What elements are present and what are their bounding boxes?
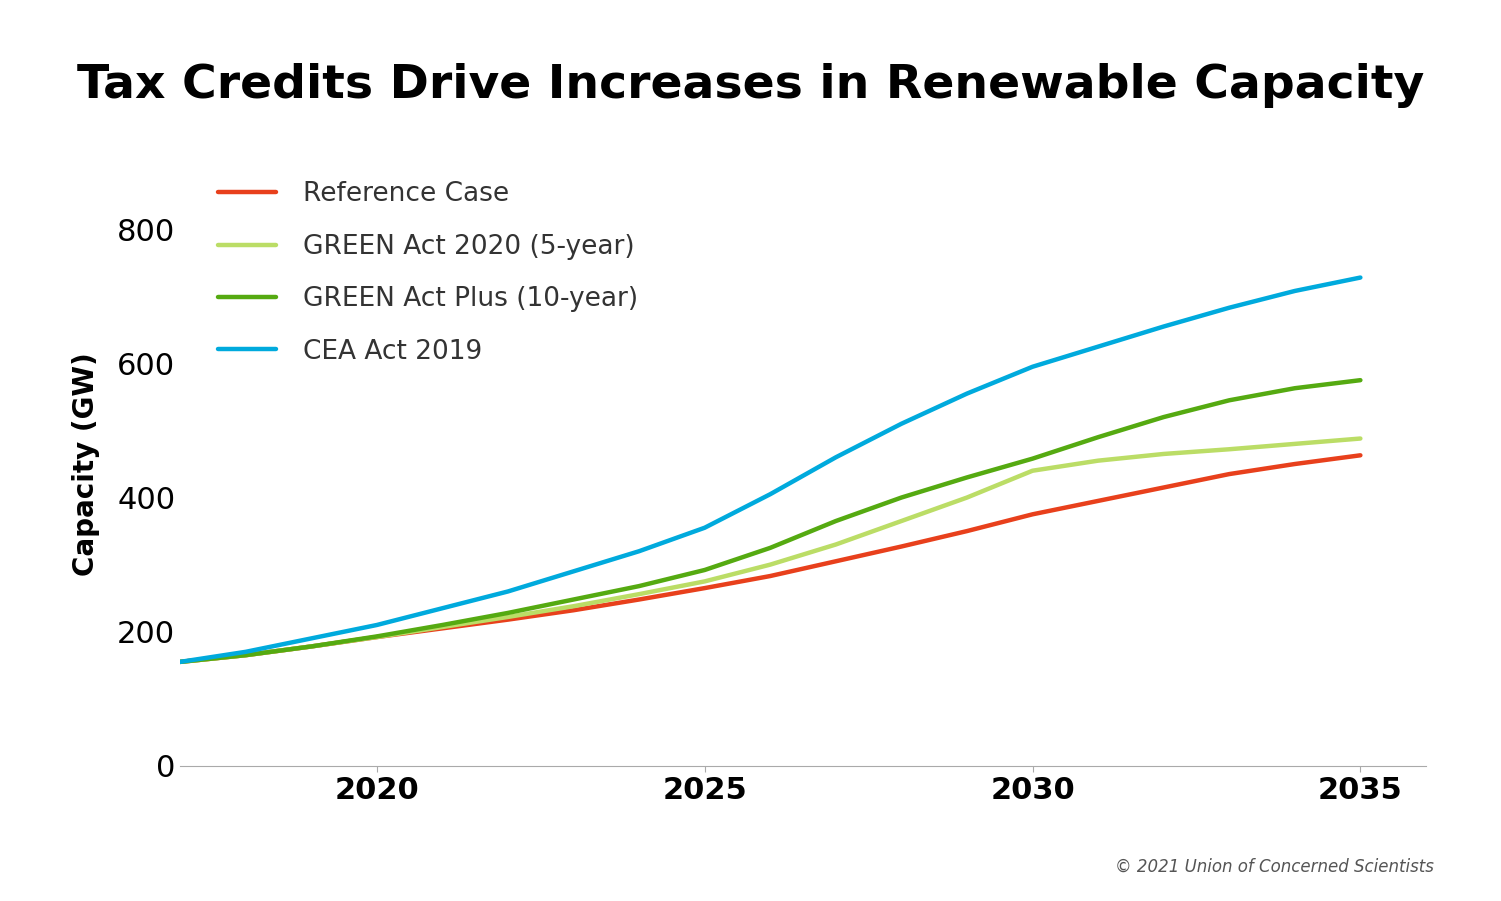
GREEN Act 2020 (5-year)	[761, 560, 779, 570]
GREEN Act Plus (10-year)	[1220, 395, 1238, 405]
Line: GREEN Act Plus (10-year): GREEN Act Plus (10-year)	[180, 380, 1360, 662]
Reference Case	[1090, 496, 1108, 506]
GREEN Act 2020 (5-year)	[434, 622, 452, 633]
Reference Case	[695, 583, 713, 594]
CEA Act 2019	[302, 633, 320, 644]
GREEN Act 2020 (5-year)	[1220, 444, 1238, 455]
GREEN Act 2020 (5-year)	[958, 492, 976, 503]
Reference Case	[1220, 469, 1238, 479]
CEA Act 2019	[761, 488, 779, 499]
GREEN Act Plus (10-year)	[564, 594, 582, 605]
Reference Case	[171, 657, 189, 668]
CEA Act 2019	[434, 603, 452, 614]
GREEN Act Plus (10-year)	[761, 542, 779, 553]
CEA Act 2019	[1286, 286, 1304, 296]
Reference Case	[1154, 482, 1172, 493]
GREEN Act 2020 (5-year)	[237, 650, 255, 660]
GREEN Act 2020 (5-year)	[1024, 465, 1042, 476]
GREEN Act Plus (10-year)	[630, 580, 648, 591]
CEA Act 2019	[368, 620, 386, 631]
GREEN Act Plus (10-year)	[171, 657, 189, 668]
CEA Act 2019	[1154, 321, 1172, 332]
Reference Case	[434, 623, 452, 633]
Reference Case	[1286, 459, 1304, 469]
Text: © 2021 Union of Concerned Scientists: © 2021 Union of Concerned Scientists	[1115, 858, 1433, 876]
Text: Tax Credits Drive Increases in Renewable Capacity: Tax Credits Drive Increases in Renewable…	[77, 63, 1424, 108]
CEA Act 2019	[171, 657, 189, 668]
GREEN Act Plus (10-year)	[1090, 432, 1108, 442]
CEA Act 2019	[1220, 303, 1238, 314]
GREEN Act 2020 (5-year)	[1154, 449, 1172, 460]
Reference Case	[1351, 450, 1369, 460]
CEA Act 2019	[564, 566, 582, 577]
Reference Case	[630, 594, 648, 605]
Reference Case	[237, 650, 255, 660]
GREEN Act 2020 (5-year)	[1090, 455, 1108, 466]
CEA Act 2019	[1351, 272, 1369, 283]
GREEN Act 2020 (5-year)	[171, 657, 189, 668]
CEA Act 2019	[1024, 361, 1042, 372]
GREEN Act Plus (10-year)	[893, 492, 911, 503]
GREEN Act Plus (10-year)	[1154, 412, 1172, 423]
GREEN Act 2020 (5-year)	[368, 632, 386, 642]
Reference Case	[958, 525, 976, 536]
Reference Case	[893, 542, 911, 552]
GREEN Act 2020 (5-year)	[1351, 433, 1369, 444]
CEA Act 2019	[893, 418, 911, 429]
GREEN Act Plus (10-year)	[827, 515, 845, 526]
GREEN Act Plus (10-year)	[498, 607, 516, 618]
GREEN Act Plus (10-year)	[1024, 453, 1042, 464]
CEA Act 2019	[827, 452, 845, 463]
CEA Act 2019	[958, 388, 976, 399]
Line: Reference Case: Reference Case	[180, 455, 1360, 662]
Reference Case	[498, 614, 516, 625]
Reference Case	[761, 570, 779, 581]
GREEN Act Plus (10-year)	[1286, 383, 1304, 394]
GREEN Act Plus (10-year)	[368, 631, 386, 642]
GREEN Act 2020 (5-year)	[498, 612, 516, 623]
Line: CEA Act 2019: CEA Act 2019	[180, 278, 1360, 662]
GREEN Act 2020 (5-year)	[893, 515, 911, 526]
CEA Act 2019	[237, 646, 255, 657]
CEA Act 2019	[498, 586, 516, 596]
GREEN Act Plus (10-year)	[302, 641, 320, 651]
Reference Case	[1024, 509, 1042, 520]
CEA Act 2019	[630, 546, 648, 557]
CEA Act 2019	[695, 523, 713, 533]
GREEN Act Plus (10-year)	[958, 472, 976, 483]
Y-axis label: Capacity (GW): Capacity (GW)	[72, 352, 101, 576]
Legend: Reference Case, GREEN Act 2020 (5-year), GREEN Act Plus (10-year), CEA Act 2019: Reference Case, GREEN Act 2020 (5-year),…	[218, 181, 638, 365]
Reference Case	[368, 632, 386, 642]
Reference Case	[827, 556, 845, 567]
GREEN Act Plus (10-year)	[434, 620, 452, 631]
GREEN Act Plus (10-year)	[1351, 375, 1369, 386]
GREEN Act 2020 (5-year)	[827, 539, 845, 550]
GREEN Act 2020 (5-year)	[564, 601, 582, 612]
GREEN Act Plus (10-year)	[695, 565, 713, 576]
GREEN Act 2020 (5-year)	[695, 576, 713, 587]
GREEN Act 2020 (5-year)	[302, 641, 320, 651]
GREEN Act 2020 (5-year)	[630, 588, 648, 599]
GREEN Act Plus (10-year)	[237, 650, 255, 660]
GREEN Act 2020 (5-year)	[1286, 439, 1304, 450]
CEA Act 2019	[1090, 341, 1108, 352]
Reference Case	[302, 641, 320, 651]
Reference Case	[564, 605, 582, 615]
Line: GREEN Act 2020 (5-year): GREEN Act 2020 (5-year)	[180, 439, 1360, 662]
